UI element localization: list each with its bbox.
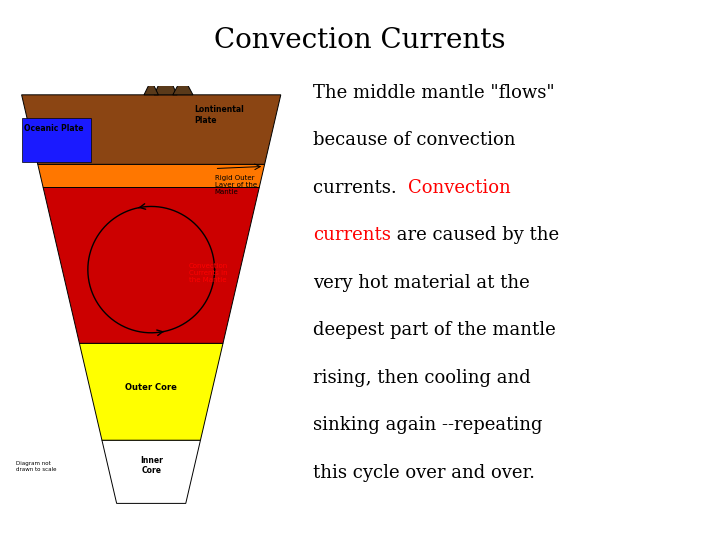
Polygon shape (79, 343, 223, 440)
Polygon shape (154, 70, 177, 95)
Text: Convection: Convection (408, 179, 511, 197)
Text: Oceanic Plate: Oceanic Plate (24, 124, 84, 133)
Text: very hot material at the: very hot material at the (313, 274, 530, 292)
Polygon shape (173, 76, 193, 95)
Text: Convection
Currents in
the Mantle: Convection Currents in the Mantle (189, 264, 228, 284)
Text: this cycle over and over.: this cycle over and over. (313, 464, 535, 482)
Polygon shape (144, 80, 158, 95)
Polygon shape (37, 164, 265, 187)
Text: currents.: currents. (313, 179, 408, 197)
Text: Rigid Outer
Layer of the
Mantle: Rigid Outer Layer of the Mantle (215, 175, 257, 195)
Text: sinking again --repeating: sinking again --repeating (313, 416, 543, 434)
Polygon shape (43, 187, 259, 343)
Text: Convection Currents: Convection Currents (215, 27, 505, 54)
Text: are caused by the: are caused by the (391, 226, 559, 244)
Text: rising, then cooling and: rising, then cooling and (313, 369, 531, 387)
Text: Lontinental
Plate: Lontinental Plate (194, 105, 244, 125)
Text: currents: currents (313, 226, 391, 244)
Polygon shape (22, 118, 91, 162)
Text: Outer Core: Outer Core (125, 383, 177, 392)
Text: because of convection: because of convection (313, 131, 516, 149)
Text: Diagram not
drawn to scale: Diagram not drawn to scale (16, 461, 56, 472)
Text: deepest part of the mantle: deepest part of the mantle (313, 321, 556, 339)
Polygon shape (102, 440, 200, 503)
Polygon shape (22, 95, 281, 164)
Text: Inner
Core: Inner Core (140, 456, 163, 475)
Text: The middle mantle "flows": The middle mantle "flows" (313, 84, 555, 102)
